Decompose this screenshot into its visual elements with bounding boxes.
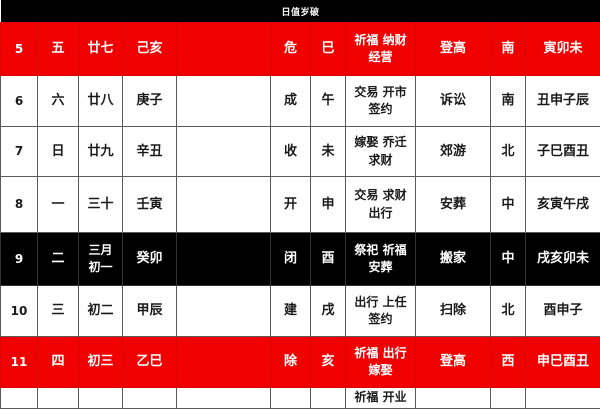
cell-yi: 出行 上任 签约 <box>346 286 416 337</box>
banner-title: 日值岁破 <box>1 0 600 23</box>
cell-yi: 嫁娶 乔迁 求财 <box>346 127 416 177</box>
cell-chong: 亥 <box>311 337 346 388</box>
cell-day <box>1 388 38 409</box>
cell-direction: 南 <box>491 76 526 127</box>
cell-weekday: 三 <box>38 286 79 337</box>
cell-ji: 诉讼 <box>416 76 491 127</box>
cell-chong: 申 <box>311 177 346 233</box>
table-row[interactable]: 祈福 开业 <box>1 388 600 409</box>
cell-direction: 西 <box>491 337 526 388</box>
cell-jianchu: 闭 <box>271 233 311 286</box>
cell-day: 7 <box>1 127 38 177</box>
cell-lunar <box>79 388 123 409</box>
cell-blank <box>177 286 271 337</box>
cell-chong: 戌 <box>311 286 346 337</box>
cell-sha: 寅卯未 <box>526 23 600 76</box>
cell-blank <box>177 388 271 409</box>
cell-weekday: 四 <box>38 337 79 388</box>
cell-blank <box>177 233 271 286</box>
cell-weekday: 一 <box>38 177 79 233</box>
cell-sha: 酉申子 <box>526 286 600 337</box>
cell-sha: 子巳酉丑 <box>526 127 600 177</box>
cell-yi: 交易 开市 签约 <box>346 76 416 127</box>
cell-jianchu: 危 <box>271 23 311 76</box>
cell-sha: 丑申子辰 <box>526 76 600 127</box>
table-row[interactable]: 5 五 廿七 己亥 危 巳 祈福 纳财 经营 登高 南 寅卯未 <box>1 23 600 76</box>
cell-jianchu: 除 <box>271 337 311 388</box>
cell-ji: 搬家 <box>416 233 491 286</box>
table-row[interactable]: 9 二 三月 初一 癸卯 闭 酉 祭祀 祈福 安葬 搬家 中 戌亥卯未 <box>1 233 600 286</box>
cell-yi: 交易 求财 出行 <box>346 177 416 233</box>
cell-weekday: 六 <box>38 76 79 127</box>
cell-lunar: 三月 初一 <box>79 233 123 286</box>
table-row[interactable]: 6 六 廿八 庚子 成 午 交易 开市 签约 诉讼 南 丑申子辰 <box>1 76 600 127</box>
cell-ganzhi: 癸卯 <box>123 233 177 286</box>
cell-chong: 巳 <box>311 23 346 76</box>
cell-ganzhi: 庚子 <box>123 76 177 127</box>
cell-chong <box>311 388 346 409</box>
cell-yi: 祈福 开业 <box>346 388 416 409</box>
cell-day: 10 <box>1 286 38 337</box>
cell-lunar: 廿七 <box>79 23 123 76</box>
cell-jianchu: 收 <box>271 127 311 177</box>
cell-chong: 午 <box>311 76 346 127</box>
cell-day: 5 <box>1 23 38 76</box>
cell-sha: 亥寅午戌 <box>526 177 600 233</box>
cell-day: 11 <box>1 337 38 388</box>
cell-lunar: 廿八 <box>79 76 123 127</box>
cell-direction: 南 <box>491 23 526 76</box>
cell-blank <box>177 23 271 76</box>
table-row[interactable]: 11 四 初三 乙巳 除 亥 祈福 出行 嫁娶 登高 西 申巳酉丑 <box>1 337 600 388</box>
cell-chong: 未 <box>311 127 346 177</box>
cell-ganzhi: 甲辰 <box>123 286 177 337</box>
cell-jianchu: 成 <box>271 76 311 127</box>
cell-ganzhi: 辛丑 <box>123 127 177 177</box>
cell-weekday: 五 <box>38 23 79 76</box>
cell-jianchu <box>271 388 311 409</box>
cell-blank <box>177 127 271 177</box>
cell-direction: 中 <box>491 233 526 286</box>
cell-ganzhi: 乙巳 <box>123 337 177 388</box>
cell-chong: 酉 <box>311 233 346 286</box>
cell-yi: 祈福 纳财 经营 <box>346 23 416 76</box>
cell-lunar: 初三 <box>79 337 123 388</box>
table-row[interactable]: 8 一 三十 壬寅 开 申 交易 求财 出行 安葬 中 亥寅午戌 <box>1 177 600 233</box>
cell-direction: 北 <box>491 127 526 177</box>
cell-ji: 登高 <box>416 337 491 388</box>
cell-blank <box>177 76 271 127</box>
cell-direction: 中 <box>491 177 526 233</box>
cell-sha: 戌亥卯未 <box>526 233 600 286</box>
cell-weekday: 日 <box>38 127 79 177</box>
cell-lunar: 廿九 <box>79 127 123 177</box>
cell-ji <box>416 388 491 409</box>
cell-yi: 祈福 出行 嫁娶 <box>346 337 416 388</box>
cell-lunar: 初二 <box>79 286 123 337</box>
cell-jianchu: 建 <box>271 286 311 337</box>
cell-ji: 登高 <box>416 23 491 76</box>
cell-sha <box>526 388 600 409</box>
cell-ji: 扫除 <box>416 286 491 337</box>
table-row[interactable]: 7 日 廿九 辛丑 收 未 嫁娶 乔迁 求财 郊游 北 子巳酉丑 <box>1 127 600 177</box>
cell-day: 8 <box>1 177 38 233</box>
cell-sha: 申巳酉丑 <box>526 337 600 388</box>
cell-direction <box>491 388 526 409</box>
banner-row: 日值岁破 <box>1 0 600 23</box>
cell-blank <box>177 337 271 388</box>
cell-weekday: 二 <box>38 233 79 286</box>
cell-ganzhi: 壬寅 <box>123 177 177 233</box>
table-row[interactable]: 10 三 初二 甲辰 建 戌 出行 上任 签约 扫除 北 酉申子 <box>1 286 600 337</box>
cell-yi: 祭祀 祈福 安葬 <box>346 233 416 286</box>
cell-jianchu: 开 <box>271 177 311 233</box>
cell-ji: 郊游 <box>416 127 491 177</box>
cell-ji: 安葬 <box>416 177 491 233</box>
cell-blank <box>177 177 271 233</box>
cell-weekday <box>38 388 79 409</box>
cell-ganzhi: 己亥 <box>123 23 177 76</box>
cell-lunar: 三十 <box>79 177 123 233</box>
cell-direction: 北 <box>491 286 526 337</box>
cell-ganzhi <box>123 388 177 409</box>
cell-day: 9 <box>1 233 38 286</box>
cell-day: 6 <box>1 76 38 127</box>
